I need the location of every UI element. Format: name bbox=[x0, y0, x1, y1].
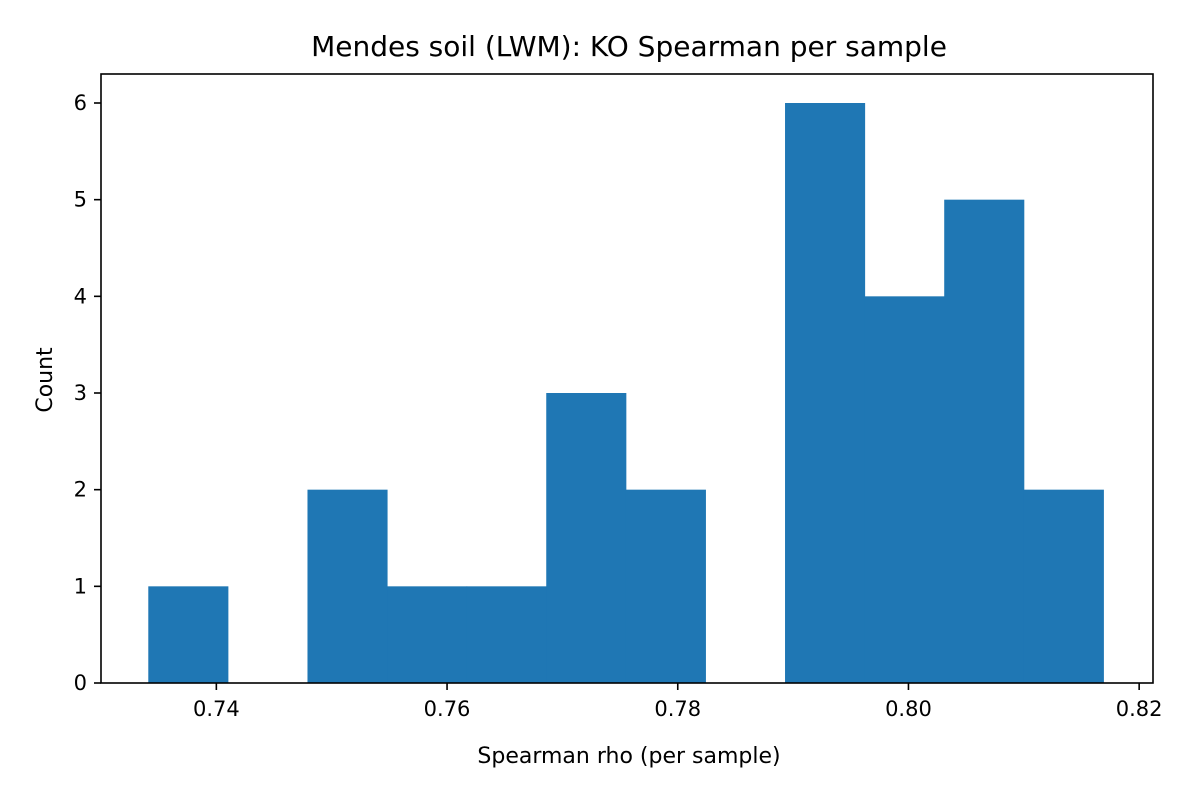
x-tick-label: 0.82 bbox=[1116, 697, 1163, 721]
y-tick-label: 0 bbox=[74, 671, 87, 695]
y-tick-label: 1 bbox=[74, 574, 87, 598]
x-axis-label: Spearman rho (per sample) bbox=[477, 744, 780, 769]
histogram-bar bbox=[944, 199, 1025, 684]
histogram-bar bbox=[546, 393, 627, 683]
histogram-bar bbox=[785, 103, 866, 683]
y-tick-label: 5 bbox=[74, 188, 87, 212]
x-tick-label: 0.80 bbox=[885, 697, 932, 721]
y-tick-label: 3 bbox=[74, 381, 87, 405]
x-tick-label: 0.74 bbox=[193, 697, 240, 721]
histogram-bar bbox=[148, 586, 229, 683]
y-axis-label: Count bbox=[33, 347, 58, 413]
plot-frame bbox=[100, 73, 1154, 684]
x-tick-label: 0.76 bbox=[424, 697, 471, 721]
histogram-bar bbox=[387, 586, 468, 683]
histogram-bar bbox=[466, 586, 547, 683]
histogram-bar bbox=[307, 489, 388, 683]
y-tick-label: 2 bbox=[74, 478, 87, 502]
histogram-bar bbox=[864, 296, 945, 683]
x-axis: 0.74 0.76 0.78 0.80 0.82 bbox=[193, 683, 1163, 721]
y-axis: 0 1 2 3 4 5 6 bbox=[74, 91, 101, 695]
y-tick-label: 6 bbox=[74, 91, 87, 115]
chart-title: Mendes soil (LWM): KO Spearman per sampl… bbox=[311, 30, 947, 63]
y-tick-label: 4 bbox=[74, 284, 87, 308]
histogram-bar bbox=[625, 489, 706, 683]
histogram-bar bbox=[1023, 489, 1104, 683]
x-tick-label: 0.78 bbox=[654, 697, 701, 721]
bars-layer bbox=[148, 103, 1104, 684]
